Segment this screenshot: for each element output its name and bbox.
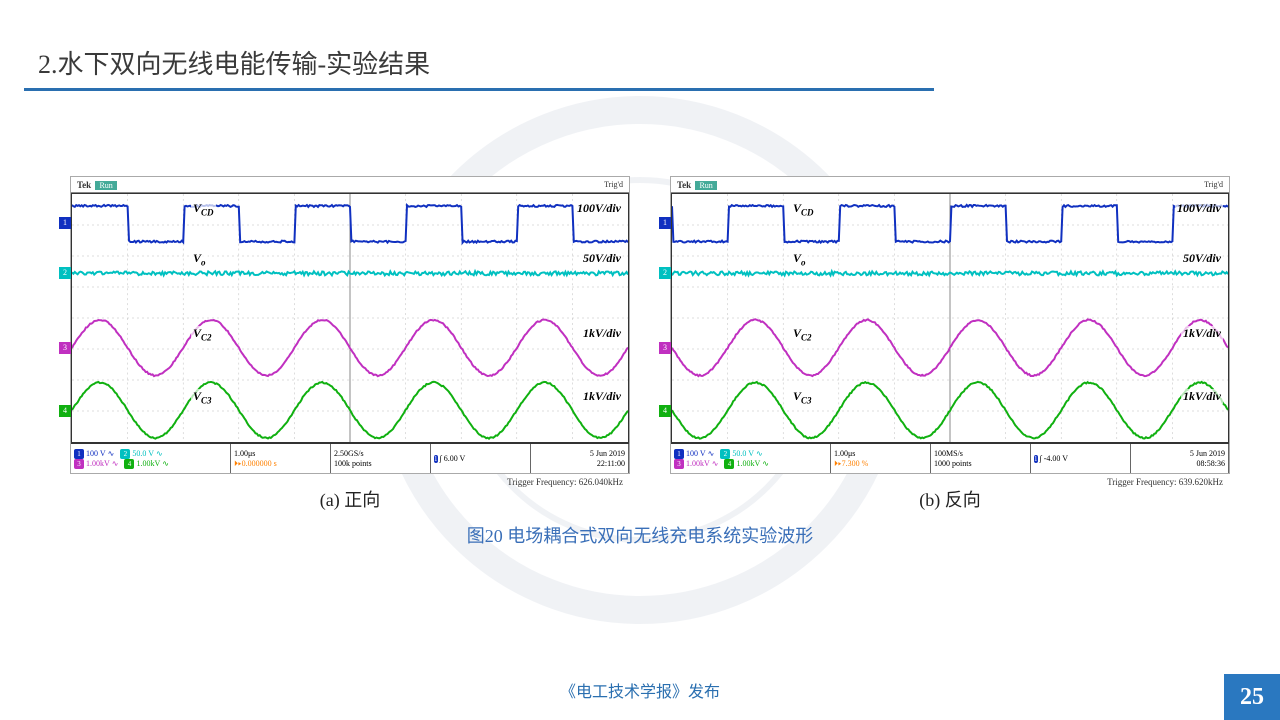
signal-label-3: VC2 [191,326,214,342]
waveform-area [671,193,1229,443]
scale-label-1: 100V/div [1175,201,1223,216]
channel-tab-2: 2 [59,267,71,279]
scale-label-2: 50V/div [1181,251,1223,266]
channel-tab-4: 4 [659,405,671,417]
title-underline [24,88,934,91]
caption-b: (b) 反向 [670,486,1230,512]
channel-tab-2: 2 [659,267,671,279]
signal-label-1: VCD [191,201,216,217]
oscilloscope-a: Tek RunTrig'd1100V/divVCD250V/divVo31kV/… [70,176,630,474]
oscilloscope-b: Tek RunTrig'd1100V/divVCD250V/divVo31kV/… [670,176,1230,474]
scope-topbar: Tek RunTrig'd [671,177,1229,193]
signal-label-2: Vo [791,251,808,267]
signal-label-1: VCD [791,201,816,217]
channel-tab-1: 1 [59,217,71,229]
publisher-label: 《电工技术学报》发布 [560,678,720,702]
scope-footer: 1100 V∿250.0 V∿31.00kV∿41.00kV∿1.00μs⏵▸7… [671,443,1229,473]
signal-label-2: Vo [191,251,208,267]
scale-label-2: 50V/div [581,251,623,266]
trigger-freq: Trigger Frequency: 626.040kHz [507,477,623,487]
channel-tab-3: 3 [659,342,671,354]
waveform-area [71,193,629,443]
page-number: 25 [1224,674,1280,720]
figure-area: Tek RunTrig'd 1 100V/div VCD 2 50V/div Vo 3 1kV/… [70,176,1210,548]
scope-footer: 1100 V∿250.0 V∿31.00kV∿41.00kV∿1.00μs⏵▸0… [71,443,629,473]
signal-label-3: VC2 [791,326,814,342]
channel-tab-4: 4 [59,405,71,417]
figure-caption: 图20 电场耦合式双向无线充电系统实验波形 [70,522,1210,548]
scale-label-4: 1kV/div [581,389,623,404]
scale-label-1: 100V/div [575,201,623,216]
channel-tab-1: 1 [659,217,671,229]
channel-tab-3: 3 [59,342,71,354]
scale-label-4: 1kV/div [1181,389,1223,404]
scale-label-3: 1kV/div [1181,326,1223,341]
trigger-freq: Trigger Frequency: 639.620kHz [1107,477,1223,487]
caption-a: (a) 正向 [70,486,630,512]
scale-label-3: 1kV/div [581,326,623,341]
scope-topbar: Tek RunTrig'd [71,177,629,193]
page-title: 2.水下双向无线电能传输-实验结果 [38,44,430,81]
signal-label-4: VC3 [791,389,814,405]
signal-label-4: VC3 [191,389,214,405]
